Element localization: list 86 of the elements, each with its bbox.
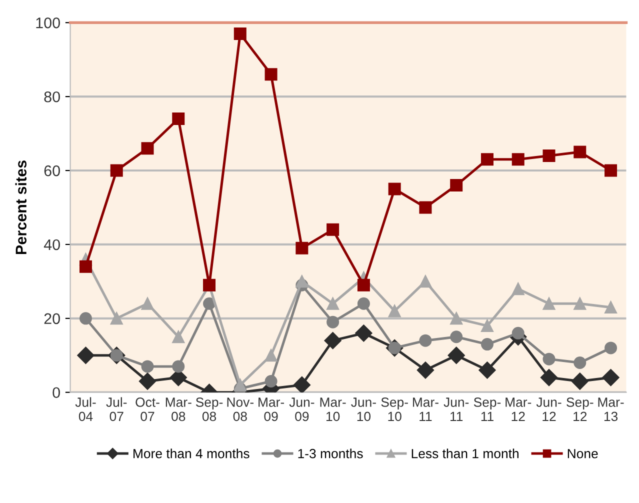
point [480,320,494,332]
legend-label: 1-3 months [298,448,363,458]
point [203,297,216,310]
x-tick-label: Jun- 12 [536,398,562,421]
point [416,362,434,379]
point [172,360,185,373]
point [324,332,342,350]
point [448,346,465,364]
x-tick-label: Jul- 07 [106,397,127,422]
point [234,378,246,392]
point [512,153,524,166]
point [419,275,432,288]
point [264,375,278,388]
x-tick-label: Oct- 07 [136,398,160,422]
x-tick-label: Sep- 10 [381,398,408,422]
point [450,330,463,344]
point [293,376,310,392]
point [540,369,558,386]
point [234,27,246,40]
point [604,342,618,354]
x-tick-label: Jun- 09 [289,398,314,422]
x-tick-label: Jun- 11 [444,398,469,421]
x-tick-label: Sep- 11 [474,398,501,421]
y-tick-label: 80 [44,91,60,102]
point [264,68,278,81]
point [450,312,463,325]
point [79,312,92,325]
y-tick-label: 40 [44,239,60,250]
point [542,149,556,162]
point [355,324,372,342]
legend-label: Less than 1 month [412,448,518,458]
point [296,242,308,254]
point [388,182,401,196]
point [512,326,524,340]
point [542,352,556,366]
point [141,142,154,155]
x-tick-label: Mar- 12 [506,398,532,421]
point [326,297,340,310]
x-tick-label: Mar- 11 [412,398,438,421]
point [574,146,586,158]
point [357,278,370,292]
point [419,201,432,214]
point [138,372,156,390]
point [326,223,340,236]
x-tick-label: Mar- 08 [166,398,192,422]
y-tick-label: 60 [44,165,60,176]
point [110,312,123,325]
y-tick-label: 20 [44,313,60,324]
point [172,330,185,344]
point [79,260,92,273]
point [602,369,620,386]
x-tick-label: Jun- 10 [351,398,376,422]
x-tick-label: Mar- 13 [598,398,624,422]
point [478,362,496,379]
x-tick-label: Jul- 04 [75,397,96,422]
point [604,164,618,177]
point [141,360,154,373]
point [419,334,432,347]
point [604,301,618,314]
point [77,346,94,364]
point [357,297,370,310]
point [172,112,185,126]
x-tick-label: Sep- 08 [196,398,223,422]
x-tick-label: Mar- 09 [258,398,284,422]
legend-label: More than 4 months [134,448,250,458]
point [512,282,524,296]
point [264,349,278,362]
y-tick-label: 0 [52,387,60,398]
y-axis-title: Percent sites [15,160,27,254]
point [480,153,494,166]
point [574,356,586,370]
point [110,164,123,177]
point [296,275,308,288]
y-tick-label: 100 [36,18,60,28]
point [480,338,494,351]
legend-label: None [568,449,598,458]
x-tick-label: Sep- 12 [566,398,594,421]
point [450,179,463,192]
point [326,316,340,328]
point [574,297,586,310]
point [141,297,154,310]
point [542,297,556,310]
x-tick-label: Nov- 08 [227,398,254,422]
point [388,304,401,318]
point [571,372,588,390]
x-tick-label: Mar- 10 [320,398,346,422]
